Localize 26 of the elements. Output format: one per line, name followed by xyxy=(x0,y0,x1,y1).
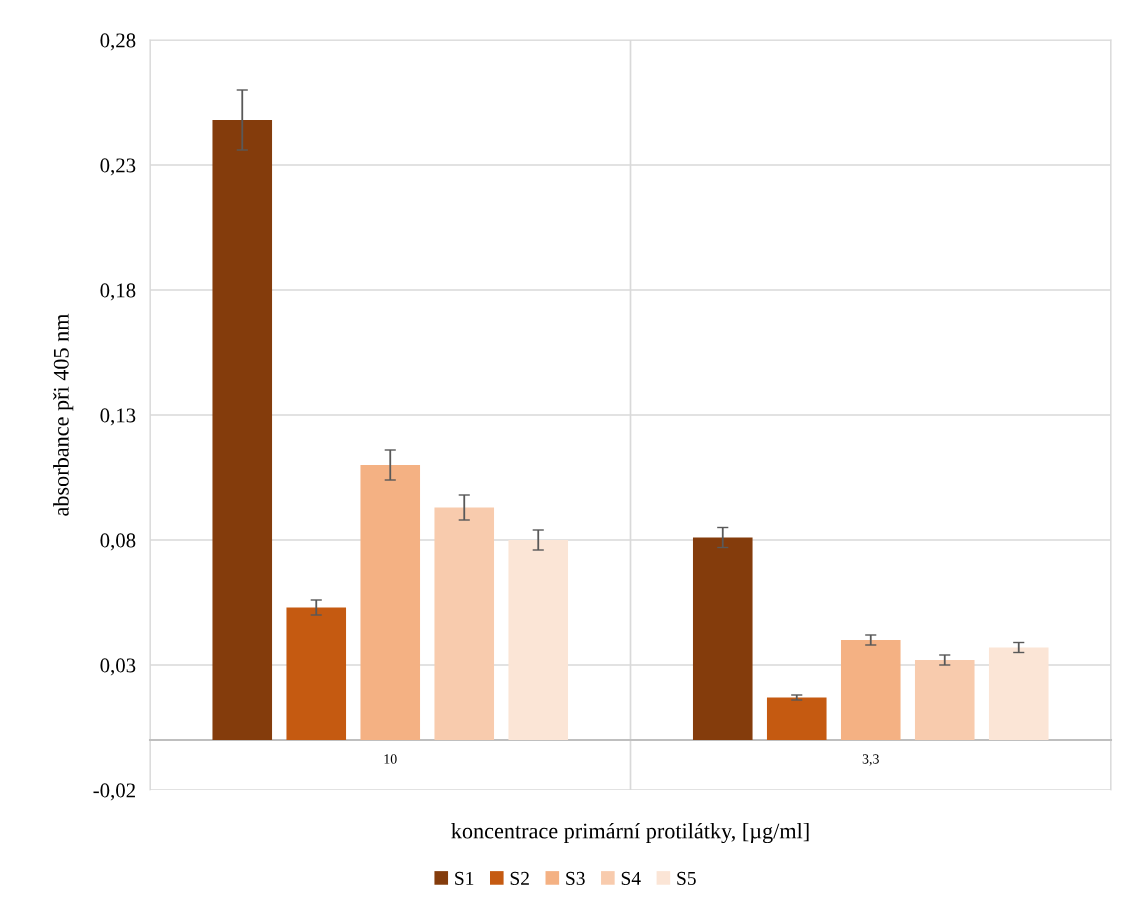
legend-label: S3 xyxy=(566,871,585,885)
y-tick-label: 0,08 xyxy=(100,533,136,551)
bar xyxy=(434,507,495,740)
legend-label: S2 xyxy=(510,871,529,885)
bar xyxy=(286,607,347,740)
y-axis-title: absorbance při 405 nm xyxy=(53,313,74,516)
x-tick-label: 3,3 xyxy=(862,754,879,766)
bar xyxy=(508,540,569,740)
x-tick-label: 10 xyxy=(384,754,397,764)
y-tick-label: 0,13 xyxy=(100,408,136,426)
bar xyxy=(212,120,273,740)
bar xyxy=(988,647,1049,740)
legend-label: S4 xyxy=(621,871,641,885)
y-tick-label: 0,23 xyxy=(100,158,136,176)
y-tick-label: 0,03 xyxy=(100,658,136,676)
bar xyxy=(692,537,753,740)
bar xyxy=(840,640,901,740)
y-tick-label: -0,02 xyxy=(93,783,135,801)
x-axis-title: koncentrace primární protilátky, [µg/ml] xyxy=(451,822,809,844)
bar xyxy=(766,697,827,740)
y-tick-label: 0,28 xyxy=(100,33,136,51)
bar xyxy=(360,465,421,740)
legend-label: S1 xyxy=(455,871,474,885)
y-tick-label: 0,18 xyxy=(100,283,136,301)
legend-label: S5 xyxy=(677,871,696,885)
bar xyxy=(914,660,975,740)
